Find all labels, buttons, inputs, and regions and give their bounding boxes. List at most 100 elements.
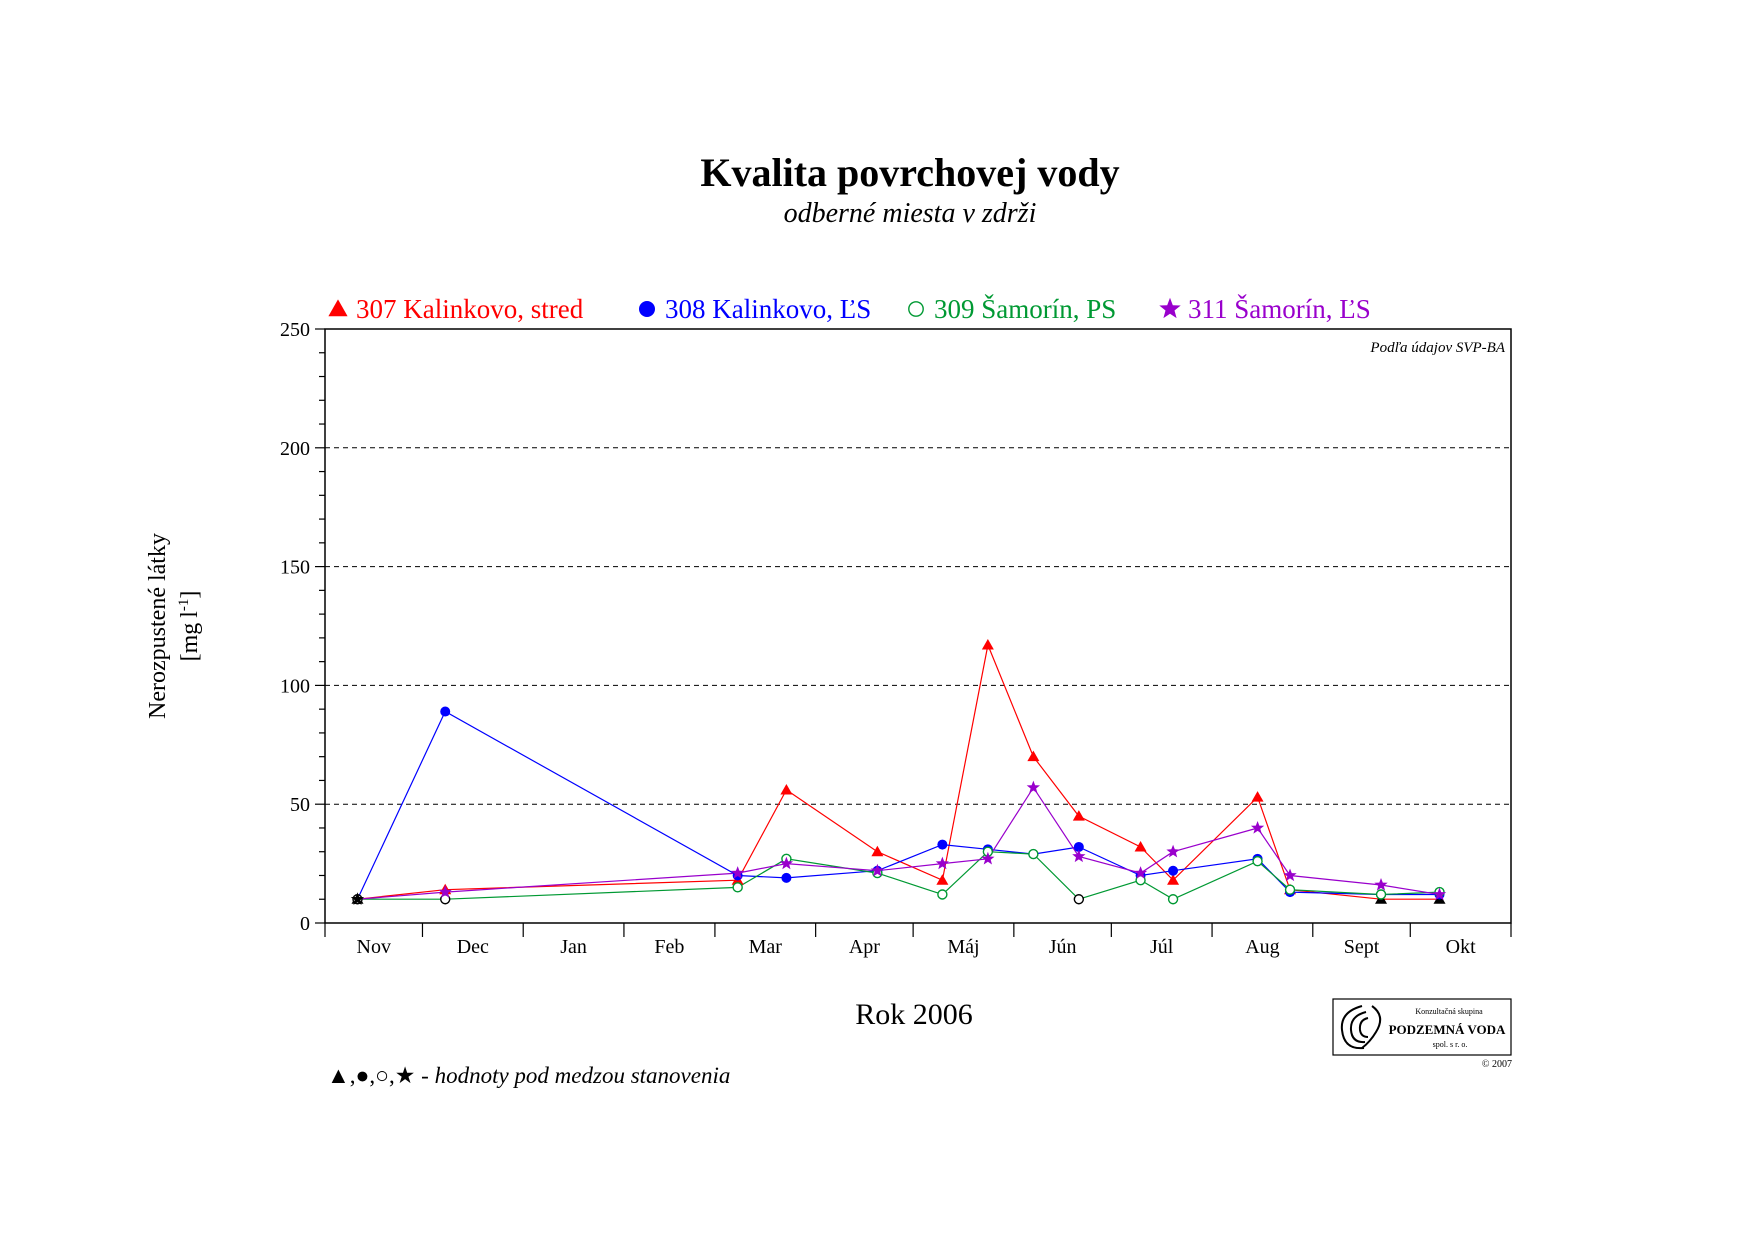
legend: 307 Kalinkovo, stred 308 Kalinkovo, ĽS 309… <box>328 294 1371 324</box>
logo-emblem-icon <box>1340 1005 1382 1050</box>
x-month-label: Okt <box>1446 936 1476 958</box>
legend-marker <box>908 301 924 317</box>
x-month-label: Máj <box>947 936 979 958</box>
data-point <box>1251 791 1264 802</box>
data-point <box>440 706 451 717</box>
data-point <box>1432 887 1447 901</box>
x-month-label: Sept <box>1344 936 1380 958</box>
legend-marker <box>1159 297 1181 319</box>
source-note: Podľa údajov SVP-BA <box>1369 340 1505 356</box>
data-point <box>1167 874 1180 885</box>
data-point <box>870 863 884 877</box>
legend-item: 307 Kalinkovo, stred <box>328 294 584 324</box>
series-line-3 <box>357 851 1440 900</box>
data-point <box>1166 844 1180 858</box>
y-tick-label: 250 <box>280 319 310 341</box>
series-line-2 <box>356 710 1440 900</box>
data-point <box>1168 865 1179 876</box>
y-axis-unit-main: [mg <box>177 623 203 662</box>
data-point <box>1026 780 1040 794</box>
y-tick-label: 0 <box>300 913 310 935</box>
data-point <box>1374 878 1388 891</box>
logo-line3: spol. s r. o. <box>1433 1040 1468 1049</box>
legend-label: 308 Kalinkovo, ĽS <box>665 294 871 324</box>
footnote-description: - hodnoty pod medzou stanovenia <box>415 1063 730 1088</box>
x-month-label: Aug <box>1245 936 1279 958</box>
data-point <box>779 856 794 870</box>
series-lines <box>356 642 1440 900</box>
data-point <box>1252 856 1263 867</box>
x-month-label: Mar <box>749 936 783 958</box>
data-point <box>1027 750 1040 762</box>
data-point <box>780 783 793 795</box>
x-month-label: Jún <box>1049 936 1077 958</box>
company-logo: Konzultačná skupina PODZEMNÁ VODA spol. … <box>1332 998 1512 1070</box>
data-point <box>1073 841 1084 852</box>
data-point <box>1072 849 1086 863</box>
data-point <box>438 885 452 898</box>
logo-copyright: © 2007 <box>1482 1059 1512 1070</box>
legend-label: 307 Kalinkovo, stred <box>356 294 584 324</box>
legend-marker <box>639 301 655 317</box>
legend-item: 311 Šamorín, ĽS <box>1159 294 1371 324</box>
data-point <box>936 874 949 885</box>
legend-label: 309 Šamorín, PS <box>934 294 1116 324</box>
y-tick-label: 200 <box>280 438 310 460</box>
y-tick-label: 50 <box>290 794 310 816</box>
x-month-label: Nov <box>357 936 391 958</box>
x-axis-title: Rok 2006 <box>855 998 973 1031</box>
series-line-1 <box>357 642 1440 900</box>
logo-line2: PODZEMNÁ VODA <box>1389 1022 1506 1037</box>
data-point <box>981 639 994 650</box>
x-month-label: Dec <box>457 936 489 958</box>
legend-item: 309 Šamorín, PS <box>908 294 1116 324</box>
data-point <box>1073 894 1085 905</box>
y-axis: 0 50 100 150 200 250 <box>280 319 325 935</box>
data-point <box>1375 889 1387 900</box>
x-month-label: Jan <box>560 936 587 958</box>
data-point <box>1167 894 1179 905</box>
data-point <box>1284 884 1296 895</box>
data-point <box>731 866 745 879</box>
plot-frame <box>324 328 1512 924</box>
legend-marker <box>328 299 348 317</box>
data-point <box>1134 840 1147 852</box>
data-point <box>1072 810 1085 821</box>
chart-subtitle: odberné miesta v zdrži <box>784 198 1037 229</box>
data-point <box>937 839 948 850</box>
legend-item: 308 Kalinkovo, ĽS <box>639 294 871 324</box>
y-axis-title: Nerozpustené látky [mg l-1] <box>145 533 203 719</box>
y-axis-unit-l: l <box>177 611 203 618</box>
y-axis-unit-close: ] <box>177 591 203 599</box>
y-axis-label: Nerozpustené látky <box>145 533 171 719</box>
legend-label: 311 Šamorín, ĽS <box>1188 294 1371 324</box>
series-markers <box>350 639 1447 905</box>
data-point <box>1250 821 1265 834</box>
footnote-symbols: ▲,●,○,★ <box>327 1063 415 1088</box>
chart-title: Kvalita povrchovej vody <box>700 150 1119 195</box>
series-line-4 <box>357 786 1440 900</box>
y-tick-label: 100 <box>280 675 310 697</box>
data-point <box>1133 866 1148 879</box>
data-point <box>1283 868 1297 882</box>
y-axis-unit: [mg l-1] <box>176 591 203 662</box>
x-month-label: Feb <box>654 936 684 958</box>
x-month-label: Júl <box>1150 936 1174 958</box>
data-point <box>981 851 995 865</box>
data-point <box>935 856 949 870</box>
footnote-text: ▲,●,○,★ - hodnoty pod medzou stanovenia <box>327 1063 730 1088</box>
x-axis: Nov Dec Jan Feb Mar Apr Máj Jún Júl Aug Sept Okt <box>324 923 1512 958</box>
data-point <box>732 882 743 893</box>
y-axis-unit-exponent: -1 <box>176 599 192 612</box>
x-month-label: Apr <box>849 936 880 958</box>
y-tick-label: 150 <box>280 557 310 579</box>
data-point <box>1028 848 1039 860</box>
data-point <box>937 889 948 900</box>
logo-frame <box>1332 998 1512 1056</box>
data-point <box>781 872 792 883</box>
logo-line1: Konzultačná skupina <box>1415 1007 1483 1016</box>
data-point <box>350 892 365 905</box>
footnote: ▲,●,○,★ - hodnoty pod medzou stanovenia <box>327 1063 730 1088</box>
data-point <box>871 845 884 857</box>
